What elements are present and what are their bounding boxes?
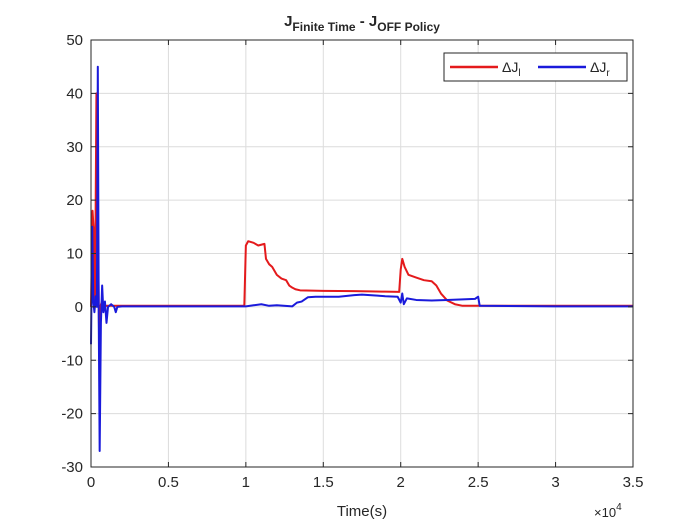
x-tick-label: 2 — [397, 474, 405, 491]
y-tick-label: -20 — [61, 406, 83, 423]
x-axis-exponent: ×104 — [594, 502, 622, 520]
x-tick-label: 1.5 — [313, 474, 334, 491]
x-tick-label: 2.5 — [468, 474, 489, 491]
legend: ΔJl ΔJr — [443, 52, 628, 82]
x-tick-label: 0.5 — [158, 474, 179, 491]
legend-label-dj-r: ΔJr — [590, 59, 610, 79]
legend-label-dj-l: ΔJl — [502, 59, 521, 79]
x-axis-label: Time(s) — [337, 503, 387, 520]
legend-label-dj-r-sub: r — [606, 68, 610, 79]
y-tick-label: 20 — [66, 192, 83, 209]
series-line-r — [90, 65, 633, 452]
series-lines — [90, 65, 633, 452]
y-tick-label: 40 — [66, 85, 83, 102]
series-line-l — [90, 92, 633, 335]
y-tick-label: 0 — [75, 299, 83, 316]
x-tick-label: 3.5 — [623, 474, 644, 491]
x-exponent-base: ×10 — [594, 505, 616, 520]
legend-label-dj-r-name: ΔJ — [590, 59, 606, 75]
axis-ticks: 0 0.5 1 1.5 2 2.5 3 3.5 -30 -20 -10 0 10 20 30 40 50 — [61, 32, 643, 491]
grid — [90, 39, 634, 468]
legend-label-dj-l-sub: l — [518, 68, 520, 79]
title-sub1: Finite Time — [292, 20, 355, 34]
title-sub2: OFF Policy — [377, 20, 440, 34]
y-tick-label: 30 — [66, 139, 83, 156]
legend-label-dj-l-name: ΔJ — [502, 59, 518, 75]
x-tick-label: 3 — [551, 474, 559, 491]
x-tick-label: 0 — [87, 474, 95, 491]
x-exponent-power: 4 — [616, 502, 622, 513]
y-tick-label: 50 — [66, 32, 83, 49]
y-tick-label: 10 — [66, 246, 83, 263]
x-tick-label: 1 — [242, 474, 250, 491]
title-main: J — [284, 13, 292, 30]
title-mid: - J — [356, 13, 378, 30]
y-tick-label: -10 — [61, 352, 83, 369]
chart-title: JFinite Time - JOFF Policy — [284, 13, 440, 34]
y-tick-label: -30 — [61, 459, 83, 476]
